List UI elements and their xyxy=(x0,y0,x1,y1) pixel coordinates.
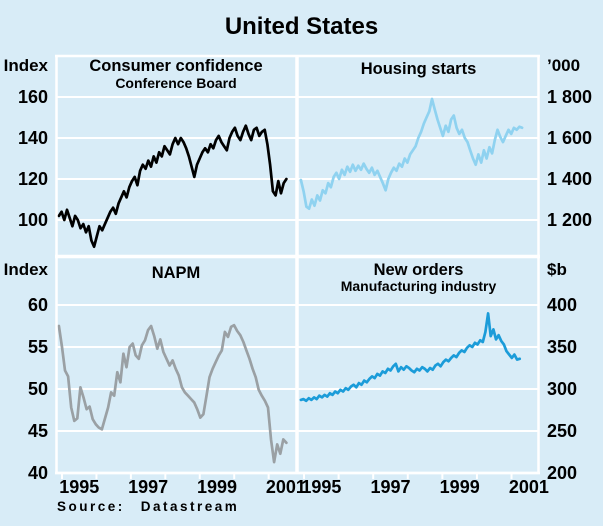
x-tick-label-year: 2001 xyxy=(265,477,306,497)
unit-label-dollars-b: $b xyxy=(547,260,567,279)
y-tick-label-consumer-confidence: 160 xyxy=(17,87,48,107)
x-tick-label-year: 1999 xyxy=(439,477,480,497)
y-tick-label-consumer-confidence: 120 xyxy=(17,169,48,189)
y-tick-label-new-orders: 250 xyxy=(547,421,578,441)
panel-title-napm: NAPM xyxy=(151,264,201,282)
x-tick-label-year: 1995 xyxy=(301,477,342,497)
x-tick-label-year: 1995 xyxy=(59,477,100,497)
source-line: Source: Datastream xyxy=(57,499,239,514)
y-tick-label-consumer-confidence: 100 xyxy=(17,210,48,230)
chart-title: United States xyxy=(224,13,379,40)
unit-label-index-bottom: Index xyxy=(3,260,48,279)
y-tick-label-new-orders: 300 xyxy=(547,379,578,399)
panel-title-housing-starts: Housing starts xyxy=(360,60,477,78)
series-napm xyxy=(57,323,288,464)
y-tick-label-consumer-confidence: 140 xyxy=(17,128,48,148)
y-tick-label-napm: 60 xyxy=(27,295,48,315)
x-tick-label-year: 1997 xyxy=(370,477,411,497)
y-tick-label-housing-starts: 1 800 xyxy=(547,87,593,107)
series-consumer-confidence xyxy=(57,124,288,249)
y-tick-label-new-orders: 200 xyxy=(547,463,578,483)
source-label: Source: xyxy=(57,499,125,514)
source-value: Datastream xyxy=(140,499,240,514)
y-tick-label-new-orders: 400 xyxy=(547,295,578,315)
x-tick-label-year: 1997 xyxy=(128,477,169,497)
y-tick-label-new-orders: 350 xyxy=(547,337,578,357)
y-tick-label-napm: 55 xyxy=(27,337,48,357)
y-tick-label-napm: 45 xyxy=(27,421,48,441)
y-tick-label-napm: 50 xyxy=(27,379,48,399)
panel-title-consumer-confidence: Consumer confidence xyxy=(89,57,263,75)
y-tick-label-housing-starts: 1 400 xyxy=(547,169,593,189)
x-tick-label-year: 1999 xyxy=(197,477,238,497)
series-housing-starts xyxy=(299,97,524,211)
panel-subtitle-conference-board: Conference Board xyxy=(115,75,237,91)
series-new-orders xyxy=(299,312,522,403)
y-tick-label-housing-starts: 1 200 xyxy=(547,210,593,230)
y-tick-label-housing-starts: 1 600 xyxy=(547,128,593,148)
x-tick-label-year: 2001 xyxy=(508,477,549,497)
panel-subtitle-manufacturing: Manufacturing industry xyxy=(340,278,497,294)
unit-label-thousands: ’000 xyxy=(547,56,581,75)
unit-label-index-top: Index xyxy=(3,56,48,75)
panel-title-new-orders: New orders xyxy=(373,261,464,279)
y-tick-label-napm: 40 xyxy=(27,463,48,483)
